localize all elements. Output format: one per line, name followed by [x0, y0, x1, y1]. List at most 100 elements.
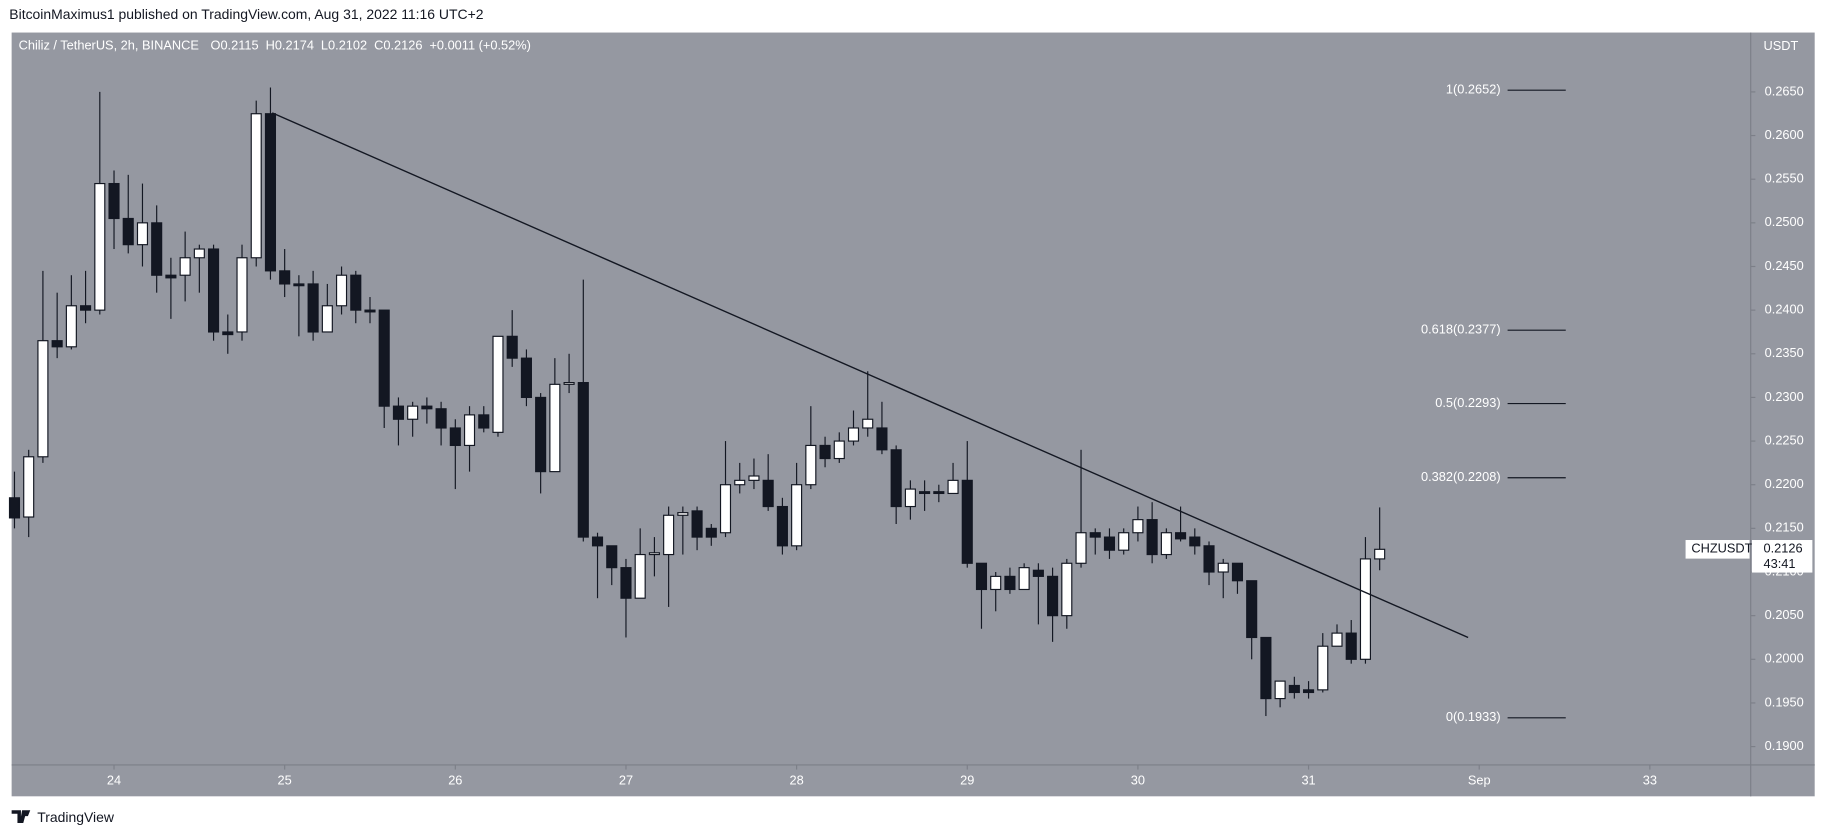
candle-body [193, 248, 205, 259]
price-tag-value: 0.2126 [1764, 541, 1803, 556]
candle-body [904, 488, 916, 508]
candle-body [222, 331, 234, 336]
price-tag-name: CHZUSDT [1691, 541, 1752, 556]
candle-body [705, 527, 717, 538]
candle-body [51, 340, 63, 348]
candle-body [563, 382, 575, 385]
candle-body [833, 440, 845, 460]
y-tick-label: 0.2450 [1765, 258, 1804, 273]
candle-body [862, 418, 874, 429]
candle-body [293, 283, 305, 287]
price-tag-name-box [1685, 540, 1750, 559]
candle-body [1132, 519, 1144, 534]
candle-body [179, 257, 191, 276]
candle-body [1260, 636, 1272, 700]
y-tick-label: 0.2000 [1765, 651, 1804, 666]
candle-body [208, 248, 220, 333]
candle-body [108, 182, 120, 220]
candle-body [648, 552, 660, 556]
ohlc-key: H [266, 38, 275, 53]
y-tick-label: 0.2300 [1765, 389, 1804, 404]
candle-body [520, 357, 532, 399]
candle-body [1274, 680, 1286, 700]
candle-body [1203, 545, 1215, 573]
candle-body [1189, 536, 1201, 547]
candle-body [8, 497, 21, 519]
candle-body [122, 217, 134, 246]
ohlc-key: C [374, 38, 383, 53]
candle-body [350, 274, 362, 311]
fib-level-label: 0(0.1933) [1446, 709, 1501, 724]
symbol-title: Chiliz / TetherUS, 2h, BINANCE [19, 38, 199, 53]
y-tick-label: 0.1950 [1765, 694, 1804, 709]
candle-body [1217, 562, 1229, 573]
candle-body [1103, 536, 1116, 551]
candle-body [1004, 575, 1016, 591]
ohlc-value: 0.2126 [383, 38, 422, 53]
candle-body [80, 305, 92, 311]
candle-body [1160, 532, 1172, 556]
candle-body [94, 182, 106, 311]
ohlc-value: 0.2174 [275, 38, 314, 53]
candle-body [37, 340, 49, 458]
candle-body [421, 405, 433, 410]
candle-body [23, 456, 35, 518]
candle-body [1061, 562, 1073, 617]
y-tick-label: 0.2350 [1765, 345, 1804, 360]
trendline [271, 112, 1469, 639]
candle-body [165, 274, 177, 279]
candle-body [663, 514, 675, 556]
candle-body [776, 505, 788, 547]
candle-body [1075, 532, 1087, 564]
y-tick-label: 0.2200 [1765, 476, 1804, 491]
price-tag-countdown: 43:41 [1764, 556, 1796, 571]
candle-body [1231, 562, 1244, 582]
y-tick-label: 0.2600 [1765, 127, 1804, 142]
candle-body [1146, 519, 1158, 556]
brand-logo [11, 810, 31, 824]
candle-body [1345, 632, 1357, 660]
candle-body [1089, 532, 1101, 538]
fib-level-label: 1(0.2652) [1446, 82, 1501, 97]
ohlc-key: O [210, 38, 220, 53]
candle-body [691, 510, 703, 538]
candle-body [876, 427, 888, 451]
y-tick-label: 0.2400 [1765, 302, 1804, 317]
y-tick-label: 0.2150 [1765, 520, 1804, 535]
candle-body [734, 479, 746, 486]
candle-body [791, 484, 803, 547]
x-tick-label: 31 [1301, 773, 1315, 788]
candle-body [890, 449, 902, 508]
candle-body [307, 283, 319, 333]
candle-body [364, 309, 376, 313]
fib-level-label: 0.5(0.2293) [1435, 395, 1500, 410]
candle-body [506, 335, 518, 359]
candle-body [535, 396, 547, 473]
candle-body [65, 305, 77, 348]
candle-body [549, 383, 561, 473]
candle-body [919, 491, 931, 495]
x-tick-label: 30 [1131, 773, 1145, 788]
ohlc-value: 0.2115 [220, 38, 258, 53]
candles [8, 87, 1386, 717]
fib-level-label: 0.382(0.2208) [1421, 469, 1501, 484]
candle-body [677, 512, 689, 516]
x-tick-label: 25 [278, 773, 292, 788]
candle-body [1175, 532, 1187, 540]
x-tick-label: 24 [107, 773, 121, 788]
candle-body [264, 113, 277, 272]
ohlc-key: L [321, 38, 328, 53]
x-tick-label: 27 [619, 773, 633, 788]
candle-body [151, 222, 163, 276]
y-axis-label: USDT [1764, 38, 1799, 53]
candle-body [591, 536, 604, 547]
candle-body [1374, 548, 1386, 560]
candle-body [1359, 558, 1371, 660]
y-tick-label: 0.2050 [1765, 607, 1804, 622]
x-tick-label: 29 [960, 773, 974, 788]
candle-body [961, 479, 973, 564]
candle-body [1317, 645, 1329, 691]
y-tick-label: 0.1900 [1765, 738, 1804, 753]
